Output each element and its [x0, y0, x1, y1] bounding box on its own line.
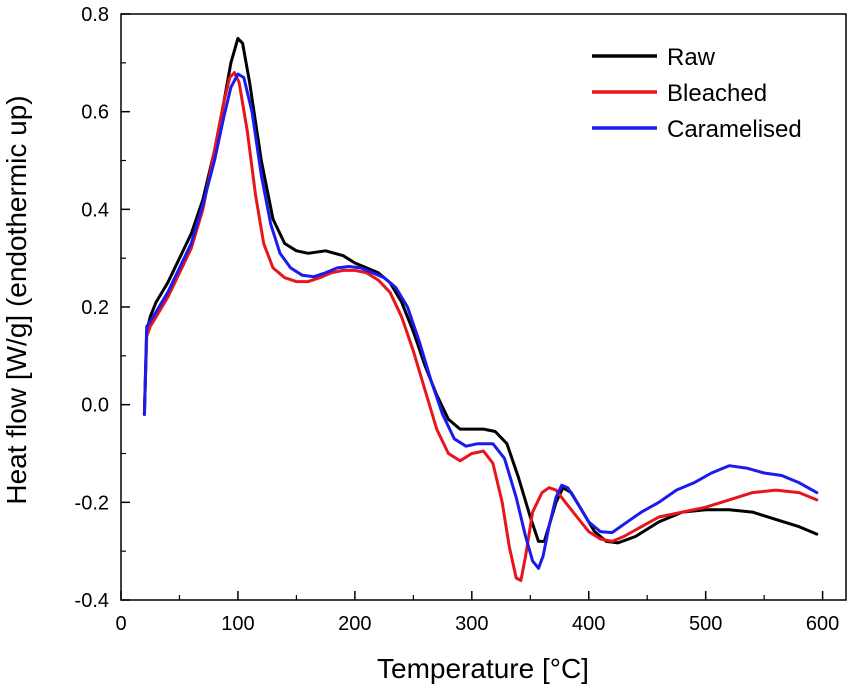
- x-tick-label: 100: [221, 613, 254, 635]
- x-tick-label: 500: [689, 613, 722, 635]
- y-tick-label: 0.4: [81, 199, 109, 221]
- legend-label-bleached: Bleached: [667, 80, 767, 107]
- series-layer: [142, 36, 819, 582]
- y-tick-label: 0.8: [81, 4, 109, 26]
- x-axis-title: Temperature [°C]: [377, 653, 589, 684]
- x-tick-label: 600: [806, 613, 839, 635]
- y-tick-label: -0.4: [75, 590, 109, 612]
- y-axis: -0.4 -0.2 0.0 0.2 0.4 0.6 0.8: [75, 4, 130, 612]
- x-axis: 0 100 200 300 400 500 600: [115, 591, 839, 635]
- y-tick-label: 0.0: [81, 395, 109, 417]
- x-tick-label: 0: [115, 613, 126, 635]
- x-tick-label: 200: [338, 613, 371, 635]
- y-axis-title: Heat flow [W/g] (endothermic up): [1, 95, 32, 504]
- x-tick-label: 400: [572, 613, 605, 635]
- plot-area: [120, 13, 847, 601]
- x-tick-label: 300: [455, 613, 488, 635]
- y-tick-label: -0.2: [75, 492, 109, 514]
- series-line-bleached: [142, 71, 819, 582]
- legend-label-raw: Raw: [667, 44, 716, 71]
- y-tick-label: 0.6: [81, 102, 109, 124]
- y-tick-label: 0.2: [81, 297, 109, 319]
- series-line-caramelised: [142, 72, 819, 570]
- legend: Raw Bleached Caramelised: [592, 44, 802, 143]
- legend-label-caramelised: Caramelised: [667, 116, 802, 143]
